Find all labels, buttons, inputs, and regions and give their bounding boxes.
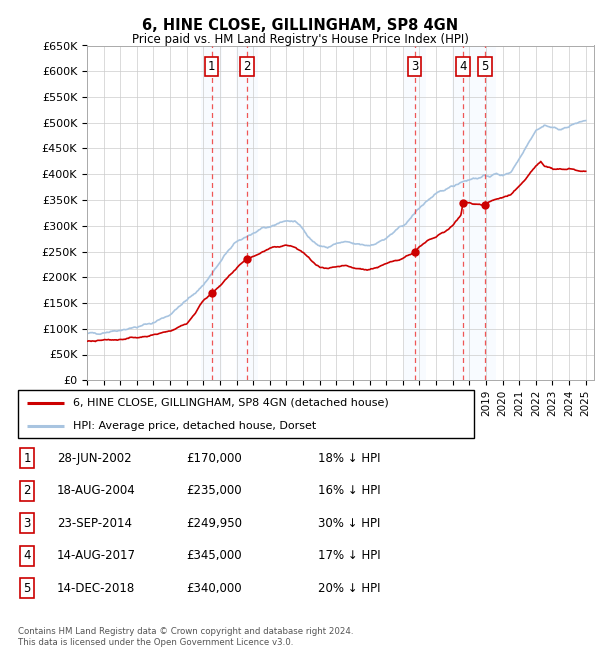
Text: 30% ↓ HPI: 30% ↓ HPI bbox=[318, 517, 380, 530]
Text: HPI: Average price, detached house, Dorset: HPI: Average price, detached house, Dors… bbox=[73, 421, 316, 431]
Text: 1: 1 bbox=[23, 452, 31, 465]
Text: £235,000: £235,000 bbox=[186, 484, 242, 497]
Bar bbox=[404, 46, 425, 380]
Text: Contains HM Land Registry data © Crown copyright and database right 2024.
This d: Contains HM Land Registry data © Crown c… bbox=[18, 627, 353, 647]
Text: 6, HINE CLOSE, GILLINGHAM, SP8 4GN (detached house): 6, HINE CLOSE, GILLINGHAM, SP8 4GN (deta… bbox=[73, 398, 388, 408]
Text: 14-AUG-2017: 14-AUG-2017 bbox=[57, 549, 136, 562]
Text: 17% ↓ HPI: 17% ↓ HPI bbox=[318, 549, 380, 562]
Text: Price paid vs. HM Land Registry's House Price Index (HPI): Price paid vs. HM Land Registry's House … bbox=[131, 32, 469, 46]
Text: 3: 3 bbox=[23, 517, 31, 530]
Text: £170,000: £170,000 bbox=[186, 452, 242, 465]
Text: 28-JUN-2002: 28-JUN-2002 bbox=[57, 452, 131, 465]
Text: 18-AUG-2004: 18-AUG-2004 bbox=[57, 484, 136, 497]
Text: 5: 5 bbox=[23, 582, 31, 595]
Text: 1: 1 bbox=[208, 60, 215, 73]
Text: 2: 2 bbox=[243, 60, 251, 73]
Bar bbox=[201, 46, 223, 380]
Bar bbox=[452, 46, 474, 380]
Bar bbox=[475, 46, 496, 380]
Text: 23-SEP-2014: 23-SEP-2014 bbox=[57, 517, 132, 530]
Text: 18% ↓ HPI: 18% ↓ HPI bbox=[318, 452, 380, 465]
Text: 5: 5 bbox=[481, 60, 489, 73]
Text: 6, HINE CLOSE, GILLINGHAM, SP8 4GN: 6, HINE CLOSE, GILLINGHAM, SP8 4GN bbox=[142, 18, 458, 32]
Text: 3: 3 bbox=[411, 60, 418, 73]
Text: 16% ↓ HPI: 16% ↓ HPI bbox=[318, 484, 380, 497]
Text: 2: 2 bbox=[23, 484, 31, 497]
Text: 4: 4 bbox=[459, 60, 467, 73]
Bar bbox=[236, 46, 258, 380]
Text: £340,000: £340,000 bbox=[186, 582, 242, 595]
Text: £249,950: £249,950 bbox=[186, 517, 242, 530]
Text: 4: 4 bbox=[23, 549, 31, 562]
Text: £345,000: £345,000 bbox=[186, 549, 242, 562]
Text: 14-DEC-2018: 14-DEC-2018 bbox=[57, 582, 135, 595]
Text: 20% ↓ HPI: 20% ↓ HPI bbox=[318, 582, 380, 595]
